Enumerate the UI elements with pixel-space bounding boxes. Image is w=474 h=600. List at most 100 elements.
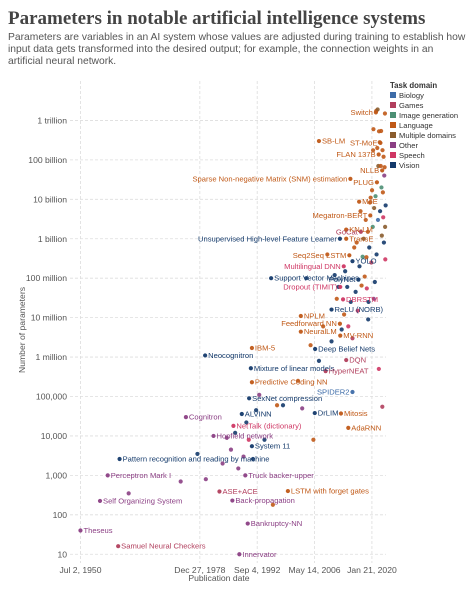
data-point — [376, 152, 381, 157]
data-point — [368, 195, 373, 200]
y-tick-label: 10,000 — [41, 431, 68, 441]
data-point — [376, 366, 381, 372]
data-point — [262, 437, 267, 442]
legend-item-label: Vision — [399, 161, 420, 170]
data-label: IBM-5 — [255, 343, 275, 352]
data-point — [211, 433, 216, 439]
data-point — [381, 240, 387, 245]
data-point — [244, 420, 249, 425]
legend-swatch — [390, 92, 396, 98]
data-point — [371, 127, 376, 132]
data-point — [380, 148, 385, 153]
data-label: ASE+ACE — [222, 487, 257, 496]
data-point — [241, 454, 246, 459]
data-point — [237, 552, 242, 557]
data-point — [337, 236, 343, 241]
data-point — [249, 380, 255, 385]
data-point — [313, 346, 318, 352]
data-label: Seq2Seq LSTM — [293, 251, 347, 260]
data-point — [359, 283, 364, 288]
data-point — [285, 488, 290, 494]
y-tick-label: 10 million — [31, 313, 68, 323]
data-point — [364, 286, 369, 291]
y-tick-label: 1 trillion — [37, 115, 67, 125]
data-point — [383, 203, 388, 208]
y-tick-label: 100 million — [26, 273, 67, 283]
data-point — [371, 296, 376, 301]
data-label: SB-LM — [322, 137, 345, 146]
legend-item-label: Other — [399, 141, 418, 150]
data-label: FLAN 137B — [336, 150, 375, 159]
chart-subtitle: Parameters are variables in an AI system… — [8, 32, 466, 67]
data-point — [338, 284, 343, 290]
data-point — [380, 404, 385, 409]
x-tick-label: Jul 2, 1950 — [59, 565, 101, 575]
data-label: GoCat — [336, 227, 359, 236]
data-point — [298, 313, 303, 319]
data-label: Sparse Non-negative Matrix (SNM) estimat… — [192, 174, 347, 183]
data-point — [344, 227, 349, 232]
data-point — [224, 435, 229, 440]
data-point — [345, 284, 350, 290]
data-point — [228, 447, 234, 452]
x-axis-label: Publication date — [188, 573, 249, 583]
data-label: LSTM with forget gates — [291, 487, 369, 496]
data-label: Hopfield network — [217, 431, 274, 440]
data-point — [295, 378, 301, 383]
data-point — [346, 324, 351, 329]
data-point — [126, 491, 131, 496]
data-label: DQN — [349, 356, 366, 365]
data-point — [377, 209, 383, 214]
data-label: Back-propagation — [235, 496, 295, 505]
data-point — [329, 307, 334, 312]
data-point — [117, 456, 122, 462]
data-point — [364, 255, 369, 260]
data-point — [369, 188, 375, 193]
data-point — [257, 392, 262, 397]
data-point — [342, 312, 347, 317]
legend-item-label: Image generation — [399, 111, 458, 120]
y-tick-label: 10 — [57, 549, 67, 559]
data-label: NPLM — [304, 311, 325, 320]
x-tick-label: Sep 4, 1992 — [234, 565, 281, 575]
data-point — [269, 276, 274, 281]
data-point — [369, 260, 374, 265]
data-point — [203, 477, 208, 482]
data-point — [382, 111, 388, 116]
legend-item-label: Speech — [399, 151, 425, 160]
data-point — [245, 521, 250, 526]
data-label: MoE — [362, 197, 378, 206]
data-point — [370, 224, 375, 229]
y-tick-label: 1 billion — [38, 234, 67, 244]
data-point — [380, 168, 385, 173]
data-label: PolyNet — [329, 275, 356, 284]
data-label: Unsupervised High-level Feature Learner — [198, 234, 337, 243]
data-point — [382, 165, 387, 170]
data-point — [116, 544, 121, 549]
data-label: YOLO — [355, 257, 376, 266]
data-point — [357, 199, 362, 204]
data-point — [274, 403, 280, 408]
grid-lines — [70, 81, 386, 563]
data-point — [362, 274, 367, 279]
data-point — [372, 279, 377, 285]
legend-swatch — [390, 152, 396, 158]
data-point — [323, 369, 328, 374]
data-point — [97, 498, 103, 504]
data-label: System 11 — [255, 442, 290, 451]
data-point — [243, 473, 248, 478]
data-label: Pattern recognition and reading by machi… — [123, 455, 270, 464]
data-point — [343, 269, 348, 274]
y-tick-label: 100 — [53, 510, 68, 520]
data-label: AdaRNN — [351, 423, 381, 432]
data-point — [304, 276, 309, 281]
legend-item-label: Biology — [399, 91, 424, 100]
data-point — [338, 411, 344, 416]
data-point — [356, 277, 361, 282]
legend-title: Task domain — [390, 81, 437, 90]
legend-item-label: Language — [399, 121, 433, 130]
data-label: Feedforward NN — [281, 319, 337, 328]
y-tick-label: 100 billion — [28, 155, 67, 165]
data-label: PLUG — [353, 178, 374, 187]
